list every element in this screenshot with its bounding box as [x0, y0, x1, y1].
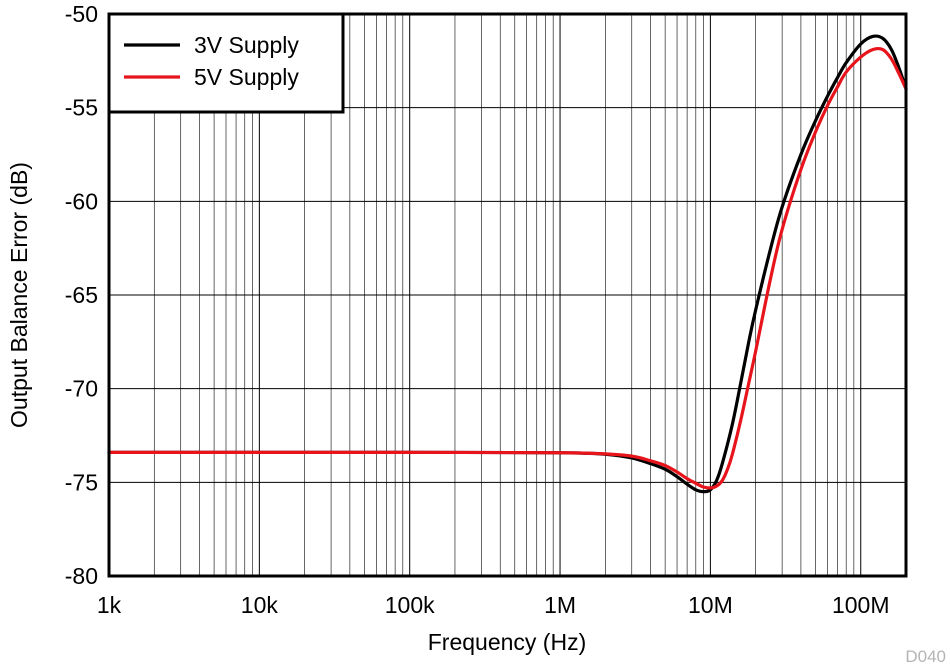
y-axis-ticks: -50 -55 -60 -65 -70 -75 -80	[65, 1, 98, 589]
x-tick-label: 100M	[832, 592, 890, 618]
x-tick-label: 100k	[385, 592, 435, 618]
y-tick-label: -55	[65, 95, 98, 121]
figure-id-label: D040	[905, 647, 946, 665]
x-axis-title: Frequency (Hz)	[428, 629, 586, 655]
legend: 3V Supply 5V Supply	[107, 12, 345, 114]
legend-label-3v-supply: 3V Supply	[194, 32, 299, 58]
x-tick-label: 10k	[241, 592, 279, 618]
y-axis-title: Output Balance Error (dB)	[6, 162, 32, 428]
y-tick-label: -80	[65, 563, 98, 589]
y-tick-label: -65	[65, 282, 98, 308]
y-tick-label: -70	[65, 376, 98, 402]
y-tick-label: -50	[65, 1, 98, 27]
x-tick-label: 1k	[97, 592, 122, 618]
legend-box	[107, 12, 345, 114]
plot-area-frame	[107, 12, 908, 578]
x-tick-label: 1M	[544, 592, 576, 618]
y-tick-label: -75	[65, 469, 98, 495]
legend-label-5v-supply: 5V Supply	[194, 64, 299, 90]
series-layer	[107, 34, 908, 494]
x-axis-ticks: 1k 10k 100k 1M 10M 100M	[97, 592, 890, 618]
y-tick-label: -60	[65, 188, 98, 214]
x-tick-label: 10M	[688, 592, 733, 618]
series-line-5v-supply	[107, 46, 908, 490]
